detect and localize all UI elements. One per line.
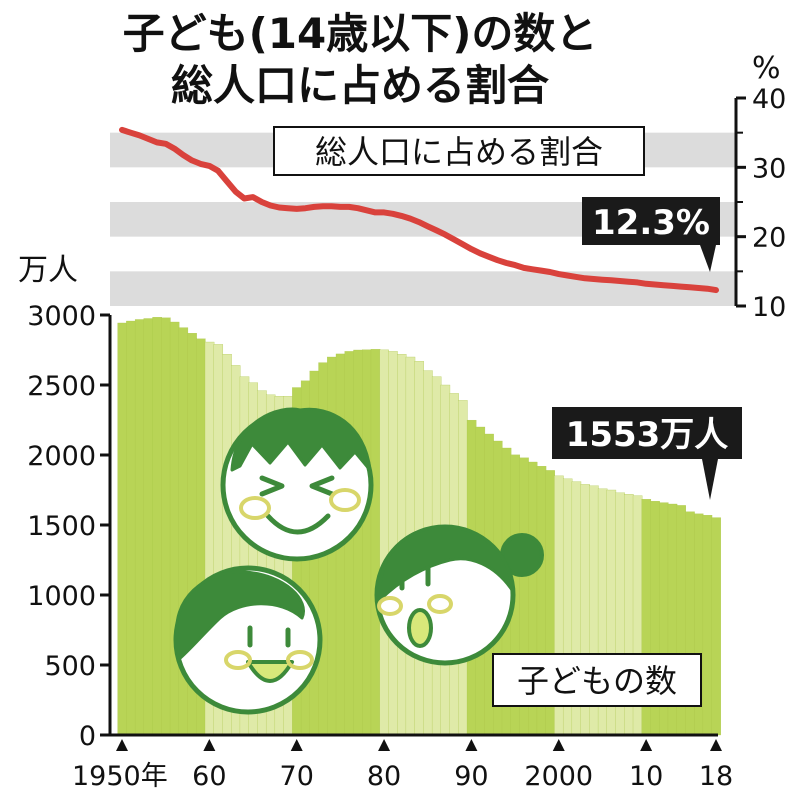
bar-1952 — [134, 319, 145, 736]
bar-1977 — [353, 349, 363, 736]
x-tick-label-2010: 10 — [629, 761, 663, 792]
left-axis-unit: 万人 — [18, 253, 78, 288]
x-tick-label-1960: 60 — [192, 761, 226, 792]
left-tick-label-0: 0 — [79, 721, 96, 752]
x-tick-marker-2010 — [640, 739, 653, 751]
chart-title-line2: 総人口に占める割合 — [171, 61, 549, 110]
smiling-face-icon — [220, 407, 374, 562]
x-tick-label-1980: 80 — [367, 761, 401, 792]
left-tick-label-2000: 2000 — [27, 441, 96, 472]
bar-1955 — [161, 317, 171, 736]
bar-1956 — [169, 321, 180, 736]
chart-title-line1: 子ども(14歳以下)の数と — [123, 9, 598, 58]
bar-1979 — [370, 349, 381, 736]
line-callout: 12.3% — [582, 197, 720, 272]
bar-1978 — [362, 349, 372, 736]
left-axis-ticks: 0 500 1000 1500 2000 2500 3000 — [27, 301, 110, 752]
bar-1981 — [388, 351, 398, 736]
left-tick-label-2500: 2500 — [27, 371, 96, 402]
laughing-face-icon — [173, 565, 323, 715]
bar-1954 — [152, 317, 162, 736]
line-label-box: 総人口に占める割合 — [273, 126, 645, 176]
line-callout-text: 12.3% — [592, 203, 710, 243]
bar-2018 — [711, 517, 721, 736]
bar-label-text: 子どもの数 — [517, 662, 677, 700]
right-tick-label-40: 40 — [752, 84, 786, 115]
right-axis-ticks: 10 20 30 40 — [736, 84, 786, 323]
x-tick-label-1990: 90 — [454, 761, 488, 792]
x-tick-label-2018: 18 — [699, 761, 733, 792]
line-label-text: 総人口に占める割合 — [315, 133, 603, 171]
x-tick-marker-1980 — [378, 739, 391, 751]
x-tick-marker-2000 — [552, 739, 565, 751]
child-face-illustrations — [173, 407, 544, 715]
bar-callout-text: 1553万人 — [566, 415, 729, 455]
x-tick-marker-1970 — [290, 739, 303, 751]
bar-callout: 1553万人 — [552, 407, 742, 500]
left-tick-label-1500: 1500 — [27, 511, 96, 542]
left-tick-label-1000: 1000 — [27, 581, 96, 612]
x-tick-label-1970: 70 — [280, 761, 314, 792]
bar-label-box: 子どもの数 — [492, 653, 702, 707]
x-tick-label-2000: 2000 — [524, 761, 593, 792]
x-axis-ticks: 1950年 60 70 80 90 2000 10 18 — [72, 739, 733, 792]
bar-1950 — [117, 322, 127, 736]
x-tick-marker-1960 — [203, 739, 216, 751]
share-band-0 — [110, 271, 736, 306]
surprised-face-icon — [374, 524, 544, 666]
x-tick-marker-1990 — [465, 739, 478, 751]
right-tick-label-30: 30 — [752, 153, 786, 184]
bar-1980 — [379, 349, 389, 736]
right-axis-unit: % — [752, 51, 781, 86]
x-tick-label-1950: 1950年 — [72, 761, 168, 792]
right-tick-label-20: 20 — [752, 223, 786, 254]
x-tick-marker-2018 — [710, 739, 722, 751]
share-line — [119, 126, 719, 294]
left-tick-label-3000: 3000 — [27, 301, 96, 332]
x-tick-marker-1950 — [116, 739, 128, 751]
bar-1951 — [126, 320, 136, 736]
bar-1953 — [143, 318, 154, 736]
right-tick-label-10: 10 — [752, 292, 786, 323]
bar-2017 — [702, 515, 713, 736]
left-tick-label-500: 500 — [44, 651, 96, 682]
